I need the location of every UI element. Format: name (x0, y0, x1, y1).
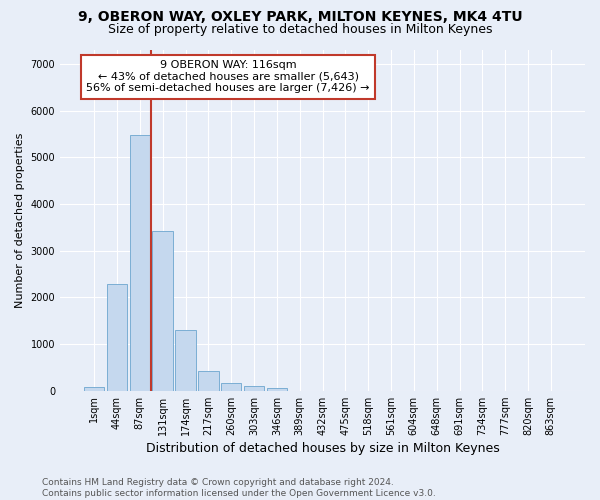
Y-axis label: Number of detached properties: Number of detached properties (15, 132, 25, 308)
Bar (175, 330, 196, 390)
Text: 9 OBERON WAY: 116sqm
← 43% of detached houses are smaller (5,643)
56% of semi-de: 9 OBERON WAY: 116sqm ← 43% of detached h… (86, 60, 370, 94)
Text: 9, OBERON WAY, OXLEY PARK, MILTON KEYNES, MK4 4TU: 9, OBERON WAY, OXLEY PARK, MILTON KEYNES… (77, 10, 523, 24)
Bar (198, 370, 218, 390)
Bar (266, 388, 287, 390)
Bar (107, 284, 127, 391)
Bar (130, 135, 150, 390)
Bar (152, 231, 173, 390)
Text: Size of property relative to detached houses in Milton Keynes: Size of property relative to detached ho… (108, 22, 492, 36)
X-axis label: Distribution of detached houses by size in Milton Keynes: Distribution of detached houses by size … (146, 442, 499, 455)
Bar (84, 387, 104, 390)
Bar (244, 386, 264, 390)
Text: Contains HM Land Registry data © Crown copyright and database right 2024.
Contai: Contains HM Land Registry data © Crown c… (42, 478, 436, 498)
Bar (221, 383, 241, 390)
